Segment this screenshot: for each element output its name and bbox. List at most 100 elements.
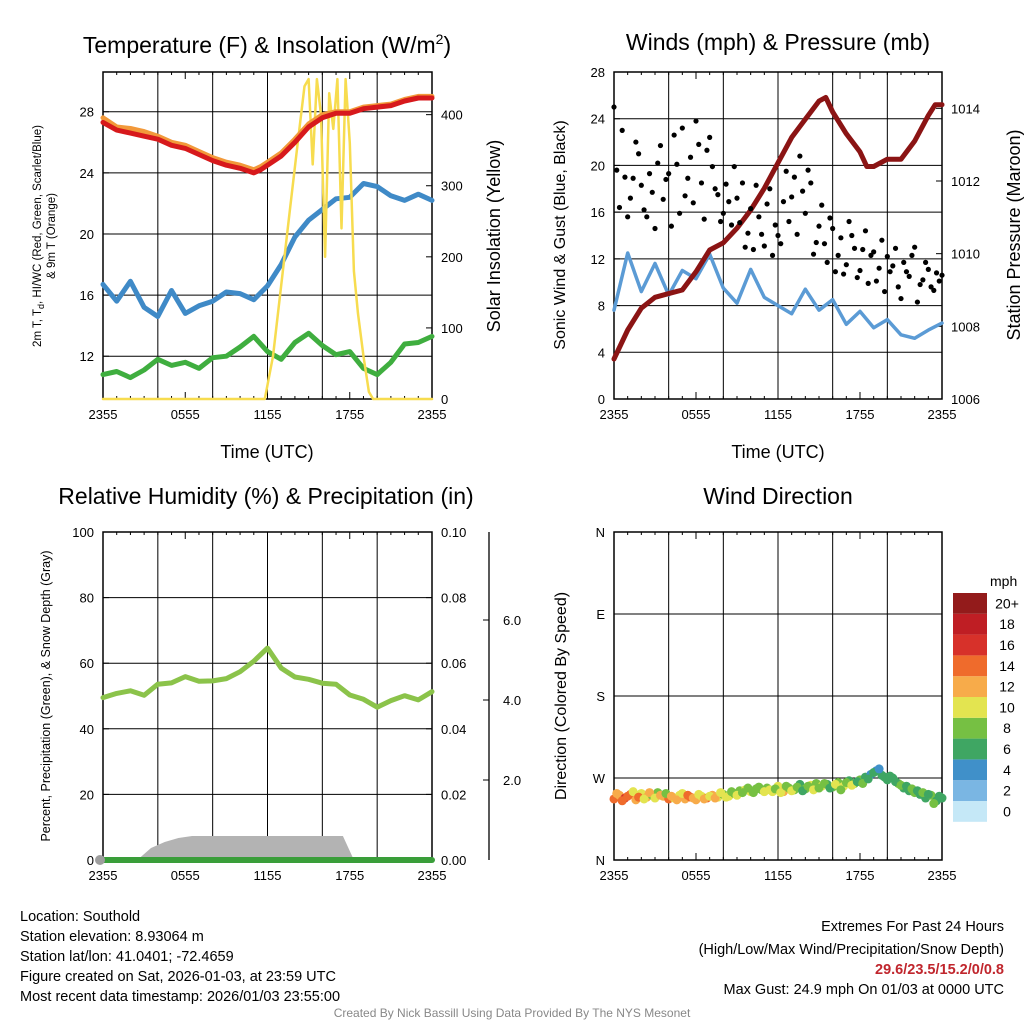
pressure-ylabel: Station Pressure (Maroon): [1004, 129, 1024, 340]
gust-point: [644, 214, 650, 220]
gust-point: [769, 252, 776, 258]
legend-swatch: [953, 634, 987, 656]
gust-point: [625, 214, 631, 220]
legend-swatch: [953, 780, 987, 801]
gust-point: [841, 271, 847, 277]
dewpoint-line: [100, 330, 435, 381]
legend-label: 0: [1003, 803, 1011, 819]
direction-point: [874, 764, 884, 774]
legend-label: 12: [999, 679, 1015, 695]
direction-point: [923, 789, 933, 799]
gust-point: [701, 216, 707, 222]
gust-point: [742, 244, 748, 250]
rh-xtick-label: 0555: [171, 868, 200, 883]
direction-point: [710, 793, 720, 803]
temp-ytick-label: 20: [80, 227, 94, 242]
direction-point: [885, 771, 895, 781]
snow-tick-label: 6.0: [503, 613, 521, 628]
credit-line: Created By Nick Bassill Using Data Provi…: [333, 1006, 691, 1020]
gust-point: [892, 245, 899, 251]
gust-point: [646, 171, 653, 177]
gust-point: [709, 163, 716, 170]
legend-swatch: [953, 801, 987, 822]
gust-point: [687, 154, 694, 160]
gust-point: [780, 199, 787, 205]
gust-point: [759, 231, 765, 237]
humidity-ylabel: Percent, Precipitation (Green), & Snow D…: [39, 550, 53, 841]
rh-ytick-label: 80: [80, 591, 94, 606]
extremes-block: Extremes For Past 24 Hours (High/Low/Max…: [699, 917, 1004, 1000]
dir-xtick-label: 1155: [764, 868, 792, 883]
extremes-heading: Extremes For Past 24 Hours: [821, 919, 1004, 935]
legend-label: 16: [999, 637, 1015, 653]
gust-point: [761, 243, 767, 249]
gust-point: [857, 267, 863, 274]
wind-ytick-label: 24: [591, 112, 605, 127]
temperature-ylabel-line2: & 9m T (Orange): [46, 193, 58, 279]
insolation-ylabel: Solar Insolation (Yellow): [484, 140, 504, 332]
precip-y2tick-label: 0.02: [441, 787, 466, 802]
gust-point: [931, 287, 937, 293]
direction-point: [863, 774, 873, 784]
extremes-subheading: (High/Low/Max Wind/Precipitation/Snow De…: [698, 942, 1004, 958]
legend-title: mph: [990, 573, 1017, 589]
wind-ytick-label: 12: [591, 252, 605, 267]
temp-xtick-label: 2355: [89, 407, 118, 422]
pressure-y2tick-label: 1014: [951, 101, 980, 116]
precipitation-start-marker: [95, 855, 105, 865]
legend-swatch: [953, 676, 987, 697]
direction-point: [776, 788, 786, 798]
gust-point: [616, 204, 623, 211]
direction-panel: Wind Direction Direction (Colored By Spe…: [553, 483, 1019, 883]
gust-point: [884, 253, 890, 260]
legend-swatch: [953, 717, 987, 739]
direction-point: [929, 799, 939, 809]
legend-label: 20+: [995, 595, 1019, 611]
relative-humidity-line: [100, 645, 435, 710]
gust-point: [835, 252, 841, 258]
gust-point: [865, 280, 871, 286]
direction-point: [830, 779, 840, 789]
gust-point: [728, 222, 735, 228]
gust-point: [832, 269, 839, 275]
wind-xtick-label: 2355: [600, 407, 629, 422]
legend-label: 2: [1003, 783, 1011, 799]
gust-point: [633, 139, 639, 145]
pressure-y2tick-label: 1006: [951, 392, 980, 407]
precip-y2tick-label: 0.06: [441, 656, 466, 671]
gust-point: [808, 180, 814, 186]
gust-point: [657, 142, 664, 149]
gust-point: [718, 218, 724, 225]
gust-point: [939, 272, 945, 278]
gust-point: [723, 181, 729, 187]
direction-point: [934, 791, 944, 801]
extremes-values: 29.6/23.5/15.2/0/0.8: [875, 962, 1004, 978]
temperature-ylabel-line1: 2m T, Td, HI/WC (Red, Green, Scarlet/Blu…: [32, 125, 46, 347]
gust-point: [846, 218, 852, 225]
gust-point: [614, 167, 620, 173]
gust-point: [750, 246, 757, 253]
gust-point: [876, 265, 882, 271]
rh-ytick-label: 20: [80, 787, 94, 802]
gust-point: [895, 284, 901, 290]
station-location: Location: Southold: [20, 909, 141, 925]
gust-point: [636, 151, 642, 157]
legend-swatch: [953, 697, 987, 718]
gust-point: [767, 186, 773, 192]
dir-ytick-label: S: [596, 689, 605, 704]
direction-title: Wind Direction: [703, 483, 853, 509]
wind-xlabel: Time (UTC): [731, 442, 824, 462]
rh-xtick-label: 2355: [418, 868, 447, 883]
gust-point: [903, 269, 910, 275]
temp-xtick-label: 1155: [254, 407, 282, 422]
gust-point: [898, 295, 904, 302]
insol-y2tick-label: 100: [441, 321, 463, 336]
direction-point: [836, 785, 846, 795]
legend-label: 14: [999, 658, 1015, 674]
humidity-title: Relative Humidity (%) & Precipitation (i…: [58, 483, 473, 509]
pressure-y2tick-label: 1008: [951, 319, 980, 334]
direction-point: [612, 788, 622, 798]
gust-point: [690, 200, 696, 206]
direction-point: [721, 792, 731, 802]
rh-ytick-label: 100: [72, 525, 94, 540]
